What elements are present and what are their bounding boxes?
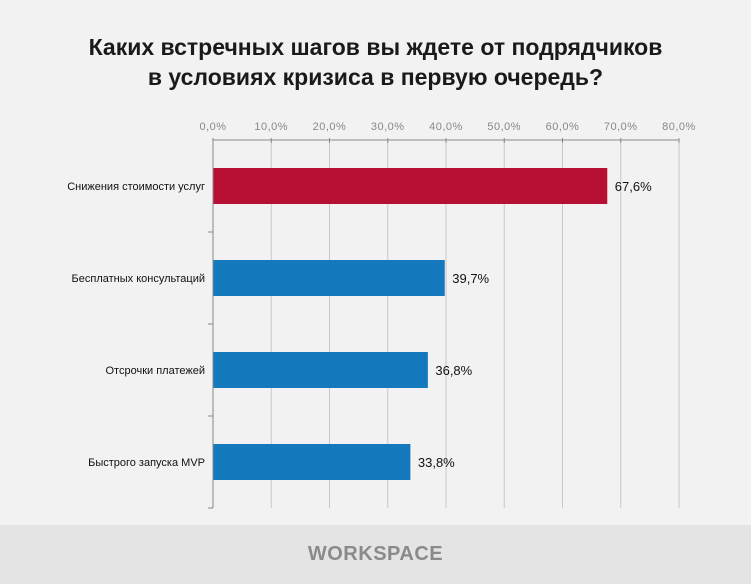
bar (213, 168, 608, 204)
x-tick-label: 50,0% (487, 121, 521, 133)
x-tick-label: 60,0% (546, 121, 580, 133)
title-line-2: в условиях кризиса в первую очередь? (147, 64, 604, 90)
bar-chart: 0,0% 10,0% 20,0% 30,0% 40,0% 50,0% 60,0% 70,0% 8… (67, 121, 696, 509)
chart-title: Каких встречных шагов вы ждете от подряд… (0, 32, 751, 92)
x-tick-label: 80,0% (662, 121, 696, 133)
category-label: Бесплатных консультаций (72, 273, 205, 285)
data-label: 33,8% (418, 455, 455, 470)
x-tick-label: 20,0% (313, 121, 347, 133)
category-label: Быстрого запуска MVP (88, 457, 205, 469)
title-line-1: Каких встречных шагов вы ждете от подряд… (88, 34, 663, 60)
x-tick-label: 40,0% (429, 121, 463, 133)
category-label: Отсрочки платежей (106, 365, 206, 377)
x-tick-label: 10,0% (254, 121, 288, 133)
x-tick-label: 30,0% (371, 121, 405, 133)
data-label: 36,8% (435, 363, 472, 378)
bar (213, 260, 445, 296)
workspace-logo: WORKSPACE (307, 543, 444, 565)
data-label: 39,7% (452, 271, 489, 286)
x-tick-label: 70,0% (604, 121, 638, 133)
x-tick-label: 0,0% (199, 121, 226, 133)
bar (213, 444, 411, 480)
category-label: Снижения стоимости услуг (67, 181, 205, 193)
footer: WORKSPACE (0, 525, 751, 584)
bar (213, 352, 428, 388)
data-label: 67,6% (615, 179, 652, 194)
